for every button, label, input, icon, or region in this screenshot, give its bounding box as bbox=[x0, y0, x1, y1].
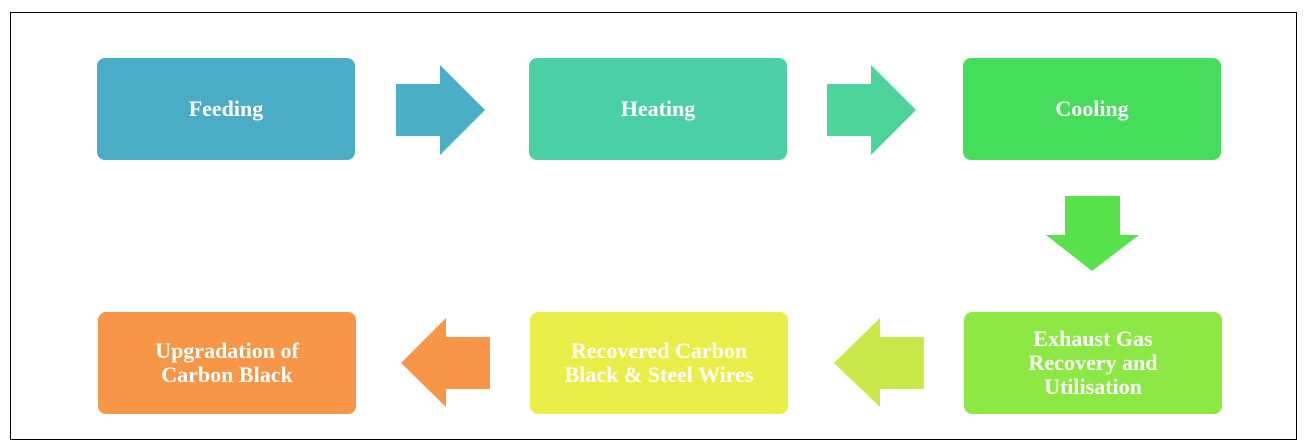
process-box: Upgradation of Carbon Black bbox=[98, 312, 356, 414]
box-label: Cooling bbox=[1055, 96, 1129, 121]
box-label: Recovery and bbox=[1028, 350, 1158, 375]
box-label: Exhaust Gas bbox=[1033, 326, 1153, 351]
arrow-left bbox=[401, 318, 490, 407]
box-label: Upgradation of bbox=[155, 338, 299, 363]
process-box: Heating bbox=[529, 58, 787, 160]
arrow-right bbox=[827, 65, 916, 155]
box-label: Recovered Carbon bbox=[570, 338, 748, 363]
box-label: Utilisation bbox=[1044, 374, 1142, 399]
arrow-down bbox=[1046, 196, 1139, 271]
arrow-left bbox=[834, 318, 924, 407]
box-label: Carbon Black bbox=[161, 362, 293, 387]
box-label: Heating bbox=[620, 96, 696, 121]
box-label: Feeding bbox=[188, 96, 264, 121]
frame bbox=[10, 12, 1297, 440]
process-box: Exhaust Gas Recovery and Utilisation bbox=[964, 312, 1222, 414]
box-label: Black & Steel Wires bbox=[564, 362, 754, 387]
arrow-right bbox=[396, 65, 485, 155]
process-box: Feeding bbox=[97, 58, 355, 160]
process-box: Cooling bbox=[963, 58, 1221, 160]
process-box: Recovered Carbon Black & Steel Wires bbox=[530, 312, 788, 414]
